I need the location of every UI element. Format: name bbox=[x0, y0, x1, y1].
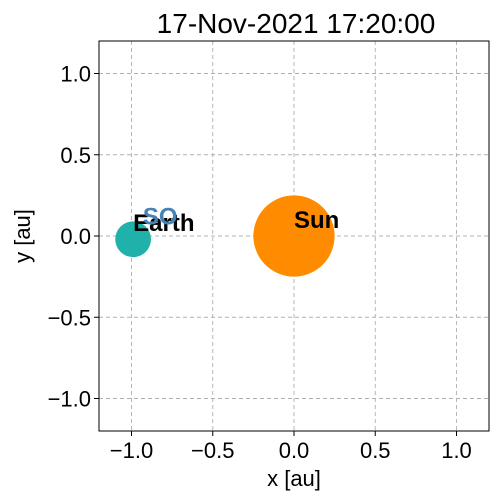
x-ticks: −1.0 −0.5 0.0 0.5 1.0 bbox=[110, 431, 472, 463]
y-tick-label: −0.5 bbox=[48, 305, 91, 330]
earth-marker bbox=[115, 221, 151, 258]
x-tick-label: 0.5 bbox=[360, 438, 391, 463]
y-tick-label: 0.0 bbox=[60, 224, 91, 249]
y-tick-label: −1.0 bbox=[48, 387, 91, 412]
grid bbox=[99, 41, 489, 431]
so-label: SO bbox=[143, 204, 178, 231]
x-tick-label: −0.5 bbox=[191, 438, 234, 463]
y-tick-label: 1.0 bbox=[60, 62, 91, 87]
sun-label: Sun bbox=[294, 207, 339, 234]
y-axis-label: y [au] bbox=[10, 209, 35, 263]
x-axis-label: x [au] bbox=[267, 466, 321, 491]
chart-title: 17-Nov-2021 17:20:00 bbox=[157, 8, 436, 39]
sun-marker bbox=[253, 195, 335, 277]
y-ticks: −1.0 −0.5 0.0 0.5 1.0 bbox=[48, 62, 99, 412]
x-tick-label: 1.0 bbox=[441, 438, 472, 463]
earth-label: Earth bbox=[133, 210, 194, 237]
x-tick-label: −1.0 bbox=[110, 438, 153, 463]
bodies-layer bbox=[115, 195, 335, 277]
y-tick-label: 0.5 bbox=[60, 143, 91, 168]
x-tick-label: 0.0 bbox=[279, 438, 310, 463]
